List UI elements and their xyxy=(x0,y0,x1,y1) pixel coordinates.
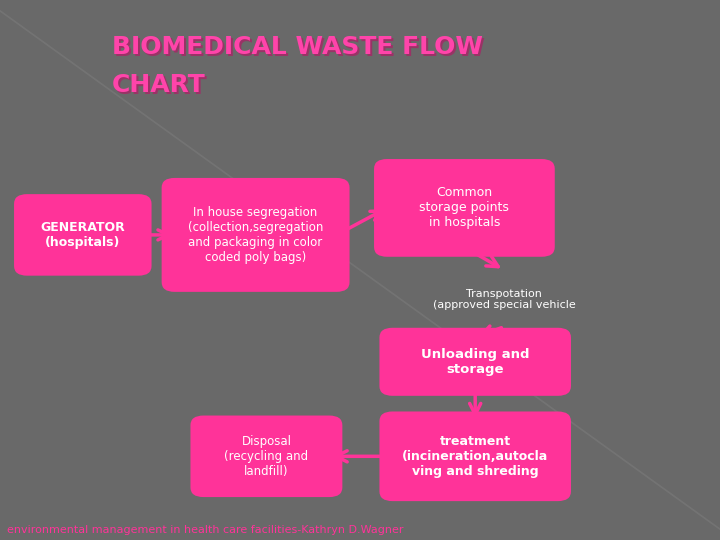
Text: In house segregation
(collection,segregation
and packaging in color
coded poly b: In house segregation (collection,segrega… xyxy=(188,206,323,264)
Text: Unloading and
storage: Unloading and storage xyxy=(421,348,529,376)
Text: BIOMEDICAL WASTE FLOW: BIOMEDICAL WASTE FLOW xyxy=(114,37,485,60)
FancyBboxPatch shape xyxy=(379,411,571,501)
FancyBboxPatch shape xyxy=(374,159,554,257)
Text: GENERATOR
(hospitals): GENERATOR (hospitals) xyxy=(40,221,125,249)
FancyBboxPatch shape xyxy=(14,194,152,275)
Text: Transpotation
(approved special vehicle: Transpotation (approved special vehicle xyxy=(433,289,575,310)
Text: BIOMEDICAL WASTE FLOW: BIOMEDICAL WASTE FLOW xyxy=(112,35,482,59)
FancyBboxPatch shape xyxy=(162,178,350,292)
FancyBboxPatch shape xyxy=(190,416,343,497)
Text: Common
storage points
in hospitals: Common storage points in hospitals xyxy=(420,186,509,230)
Text: CHART: CHART xyxy=(112,73,205,97)
Text: treatment
(incineration,autocla
ving and shreding: treatment (incineration,autocla ving and… xyxy=(402,435,549,478)
FancyBboxPatch shape xyxy=(379,328,571,396)
Text: Disposal
(recycling and
landfill): Disposal (recycling and landfill) xyxy=(225,435,308,478)
Text: CHART: CHART xyxy=(114,75,207,98)
Text: environmental management in health care facilities-Kathryn D.Wagner: environmental management in health care … xyxy=(7,524,404,535)
